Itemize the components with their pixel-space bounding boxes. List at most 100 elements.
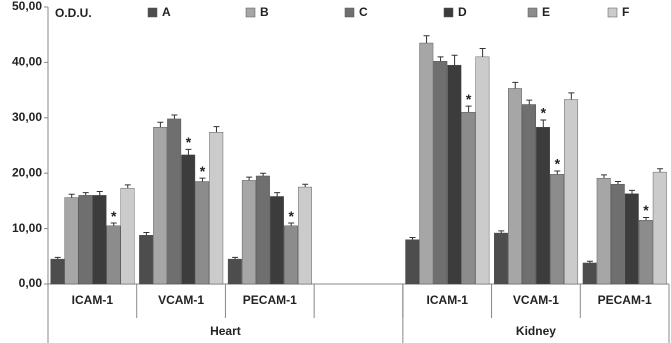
significance-mark: * [466,91,472,107]
bar [195,181,210,285]
error-bar [124,184,131,189]
error-bar [260,172,267,176]
bar [153,127,168,285]
bar [139,235,154,285]
legend-label: B [260,5,269,19]
bar [297,186,312,285]
bar [508,88,522,285]
error-bar [554,170,561,175]
error-bar [82,192,89,196]
error-bar [586,260,593,263]
legend-swatch [344,7,355,18]
bar [447,64,462,285]
x-tick-label: ICAM-1 [427,293,469,307]
bar [610,184,625,285]
error-bar [110,222,117,226]
error-bar [68,193,75,198]
error-bar [96,190,103,196]
error-bar [629,189,636,194]
x-tick-label: PECAM-1 [243,293,297,307]
error-bar [288,222,295,226]
bar [92,195,107,285]
legend-swatch [245,7,256,18]
error-bar [54,256,61,260]
bar [106,225,121,285]
x-tick-label: VCAM-1 [513,293,559,307]
bar [405,239,420,285]
error-bar [213,126,220,133]
error-bar [185,148,192,155]
bar [78,195,93,285]
error-bar [409,236,416,240]
error-bar [600,174,607,179]
bar [536,127,551,285]
bar [638,220,653,285]
error-bar [451,54,458,66]
legend-label: D [458,5,467,19]
x-tick-label: ICAM-1 [72,293,114,307]
bar [582,262,597,285]
error-bar [540,119,547,128]
error-bar [171,114,178,119]
bar [550,174,565,285]
y-tick-label: 10,00 [12,221,42,235]
error-bar [423,35,430,44]
bar [652,171,667,285]
bar [50,258,65,285]
bar [522,104,536,285]
y-tick-label: 30,00 [12,110,42,124]
bar [624,193,639,285]
bar [596,177,611,285]
group-label: Kidney [516,324,556,338]
x-tick-label: VCAM-1 [158,293,204,307]
error-bar [143,231,150,236]
bar [283,225,298,285]
y-tick-label: 40,00 [12,55,42,69]
legend-swatch [147,7,158,18]
error-bar [274,192,281,197]
significance-mark: * [200,163,206,179]
y-tick-label: 0,00 [19,276,43,290]
significance-mark: * [111,208,117,224]
bar [209,132,224,285]
bar [419,42,434,285]
error-bar [479,48,486,57]
error-bar [437,56,444,62]
bar [227,258,242,285]
error-bar [199,177,206,182]
bar [64,197,79,285]
bar [255,175,270,285]
bar [461,112,476,285]
bar [269,196,284,285]
x-tick-label: PECAM-1 [598,293,652,307]
significance-mark: * [288,208,294,224]
y-tick-label: 20,00 [12,165,42,179]
significance-mark: * [186,134,192,150]
y-tick-label: 50,00 [12,0,42,13]
error-bar [465,105,472,113]
error-bar [232,256,239,260]
error-bar [498,230,505,234]
bar [120,187,135,285]
error-bar [526,99,533,105]
legend-label: C [359,5,368,19]
error-bar [157,121,164,128]
error-bar [643,217,650,221]
error-bar [512,81,519,89]
legend-swatch [607,7,618,18]
error-bar [246,176,253,181]
group-label: Heart [210,324,241,338]
bar [494,232,508,285]
error-bar [614,181,621,185]
significance-mark: * [541,105,547,121]
error-bar [657,168,664,173]
bar [433,61,448,285]
legend-swatch [443,7,454,18]
y-axis-label: O.D.U. [55,6,92,20]
significance-mark: * [555,156,561,172]
legend-swatch [527,7,538,18]
bar [241,180,256,285]
legend-label: F [622,5,629,19]
bar [564,99,579,285]
